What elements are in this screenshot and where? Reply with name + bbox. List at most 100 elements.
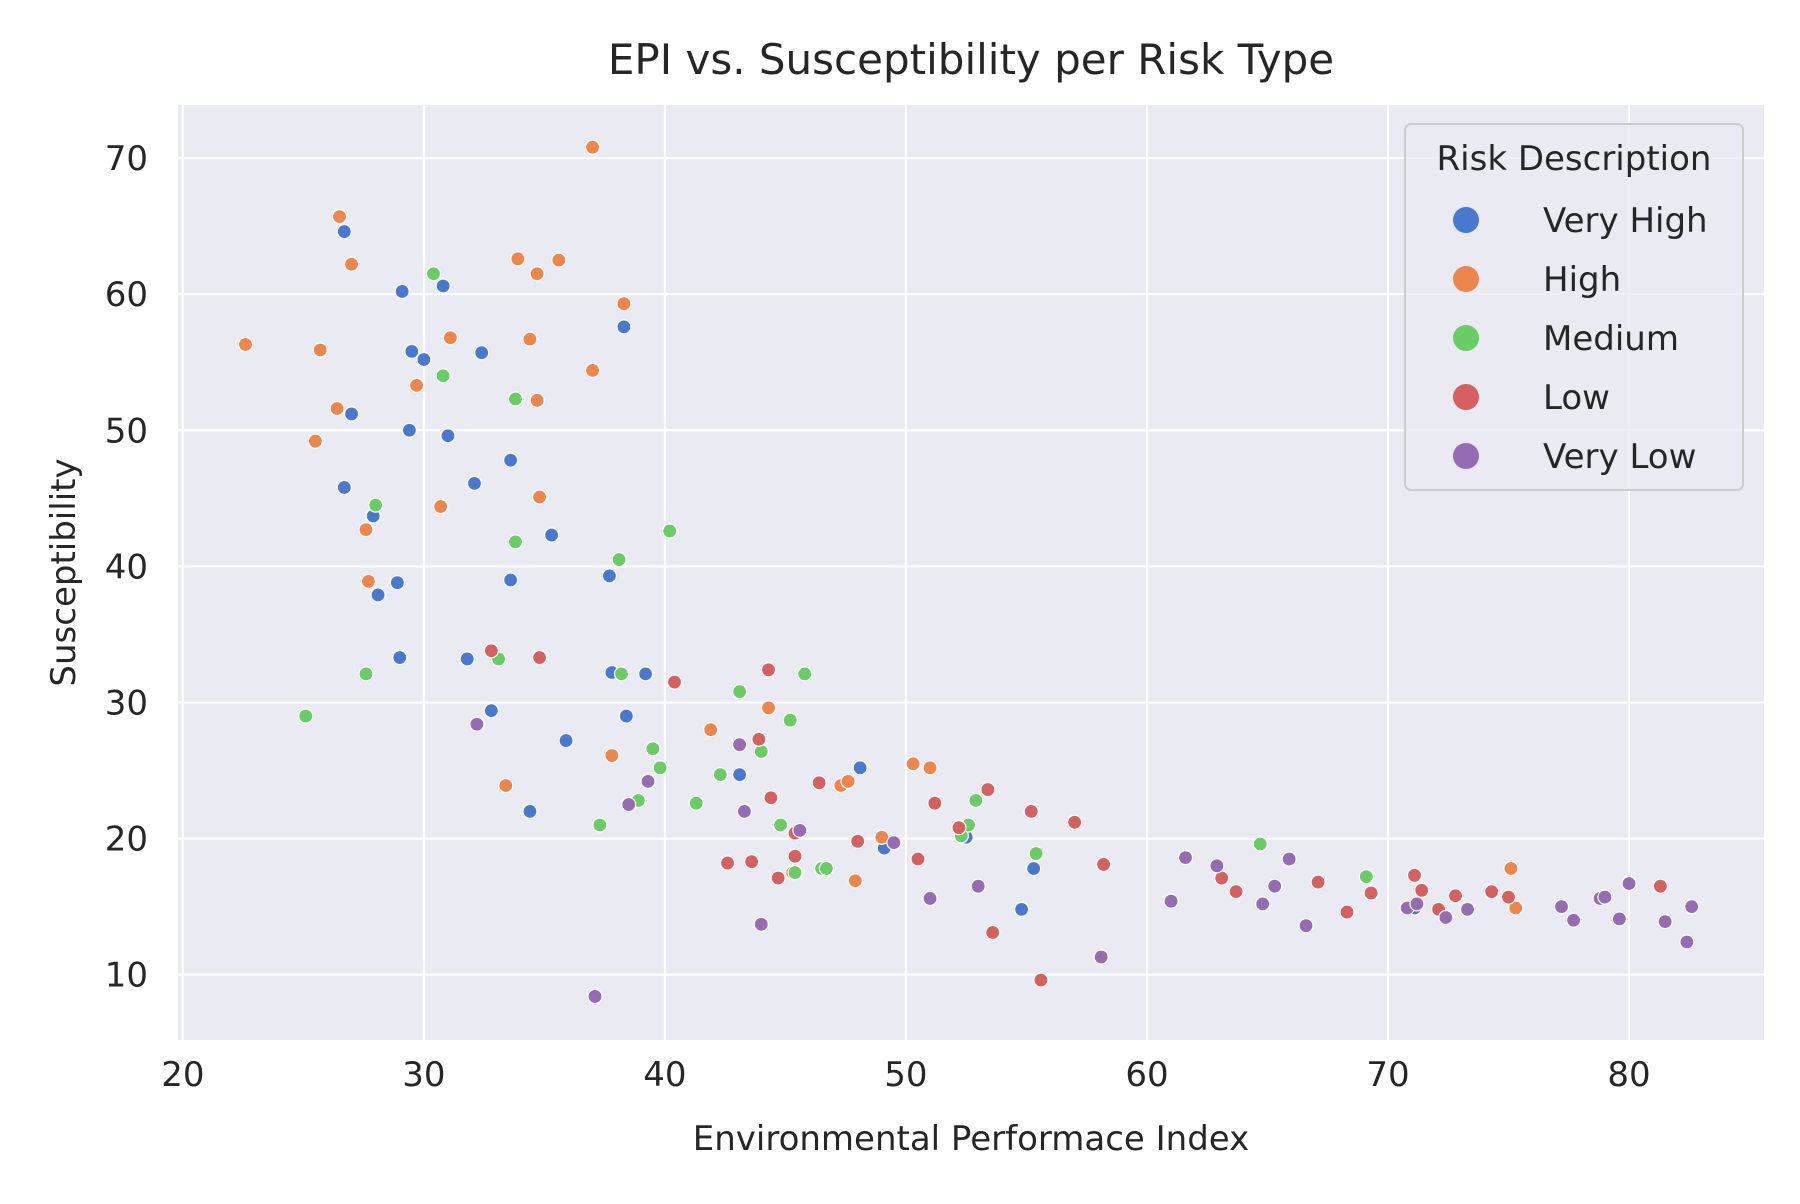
data-point-very-low (1657, 913, 1673, 930)
data-point-very-low (1298, 918, 1314, 934)
data-point-high (1508, 900, 1524, 916)
data-point-very-low (1267, 878, 1283, 894)
data-point-very-high (440, 428, 456, 444)
x-tick-label: 20 (161, 1055, 204, 1095)
data-point-high (529, 266, 545, 282)
data-point-low (770, 870, 786, 886)
data-point-very-low (469, 716, 485, 732)
y-tick-label: 60 (105, 275, 148, 315)
data-point-high (531, 489, 548, 505)
data-point-low (850, 833, 866, 849)
data-point-very-high (544, 527, 560, 543)
data-point-very-high (404, 343, 420, 359)
data-point-very-high (732, 767, 748, 783)
data-point-very-high (522, 803, 538, 819)
data-point-high (522, 331, 538, 347)
data-point-very-low (1177, 850, 1194, 866)
data-point-low (751, 731, 767, 747)
data-point-medium (772, 817, 789, 833)
data-point-medium (611, 551, 627, 568)
data-point-very-low (1565, 912, 1582, 928)
y-tick-label: 40 (105, 547, 148, 587)
data-point-low (787, 848, 803, 864)
data-point-medium (368, 497, 384, 513)
data-point-very-high (389, 575, 405, 591)
x-tick-label: 40 (643, 1055, 686, 1095)
data-point-low (980, 781, 996, 798)
data-point-high (498, 777, 514, 794)
data-point-medium (298, 708, 314, 724)
data-point-low (760, 662, 777, 678)
data-point-medium (712, 767, 728, 783)
data-point-medium (1028, 845, 1044, 862)
data-point-very-high (503, 572, 519, 588)
data-point-medium (968, 792, 984, 809)
data-point-very-low (1255, 896, 1271, 912)
data-point-high (510, 251, 526, 267)
data-point-low (927, 795, 943, 811)
grid-lines (178, 105, 1764, 1040)
y-tick-label: 20 (105, 820, 148, 860)
data-point-very-low (1553, 899, 1570, 915)
data-point-low (951, 820, 967, 836)
data-point-very-high (392, 649, 408, 666)
axis-ticks: 20 30 40 50 60 70 80 10 20 30 40 50 60 70 (105, 139, 1651, 1095)
legend-label-very-low: Very Low (1543, 437, 1696, 477)
data-point-very-low (736, 803, 753, 819)
data-point-low (1033, 972, 1049, 988)
data-point-very-high (638, 666, 654, 682)
data-point-very-low (970, 878, 986, 894)
data-point-medium (358, 666, 374, 682)
x-tick-label: 50 (884, 1055, 927, 1095)
data-point-medium (592, 817, 608, 833)
data-point-low (719, 855, 736, 871)
legend-items: Very High High Medium Low Very Low (1453, 201, 1708, 477)
data-point-high (360, 573, 377, 589)
data-point-very-high (459, 651, 475, 667)
data-point-high (584, 362, 601, 378)
data-point-low (811, 775, 827, 791)
data-point-very-high (618, 708, 634, 724)
data-point-very-high (394, 283, 410, 300)
data-point-low (1652, 878, 1668, 894)
y-tick-label: 30 (105, 683, 148, 723)
data-point-very-low (621, 796, 637, 813)
data-points (237, 139, 1700, 1005)
data-point-medium (652, 760, 668, 776)
data-point-low (1339, 904, 1355, 920)
data-point-low (531, 649, 548, 666)
data-point-low (1500, 889, 1517, 905)
data-point-very-low (792, 822, 808, 839)
data-point-medium (818, 860, 834, 877)
data-point-high (922, 760, 938, 776)
x-tick-label: 80 (1607, 1055, 1650, 1095)
data-point-medium (425, 266, 442, 282)
data-point-low (910, 851, 926, 867)
data-point-low (1447, 888, 1464, 904)
legend-label-high: High (1543, 260, 1621, 300)
data-point-high (529, 392, 545, 408)
data-point-very-high (474, 345, 490, 361)
data-point-very-high (1014, 901, 1030, 917)
data-point-medium (787, 864, 803, 881)
data-point-high (604, 747, 620, 764)
data-point-medium (1358, 869, 1374, 885)
data-point-very-high (1026, 860, 1042, 877)
data-point-very-low (1611, 911, 1627, 927)
data-point-very-high (336, 479, 352, 496)
data-point-very-low (732, 737, 748, 753)
data-point-very-low (1209, 858, 1225, 874)
data-point-very-low (886, 835, 902, 851)
data-point-low (666, 674, 683, 690)
data-point-medium (645, 741, 661, 757)
data-point-low (744, 854, 760, 870)
data-point-medium (1252, 836, 1268, 852)
data-point-very-low (640, 773, 656, 790)
y-axis-title: Susceptibility (44, 458, 84, 686)
data-point-very-high (616, 319, 632, 335)
legend-box (1404, 123, 1744, 491)
data-point-low (1067, 814, 1083, 830)
data-point-very-high (466, 475, 483, 491)
y-tick-label: 50 (105, 411, 148, 451)
